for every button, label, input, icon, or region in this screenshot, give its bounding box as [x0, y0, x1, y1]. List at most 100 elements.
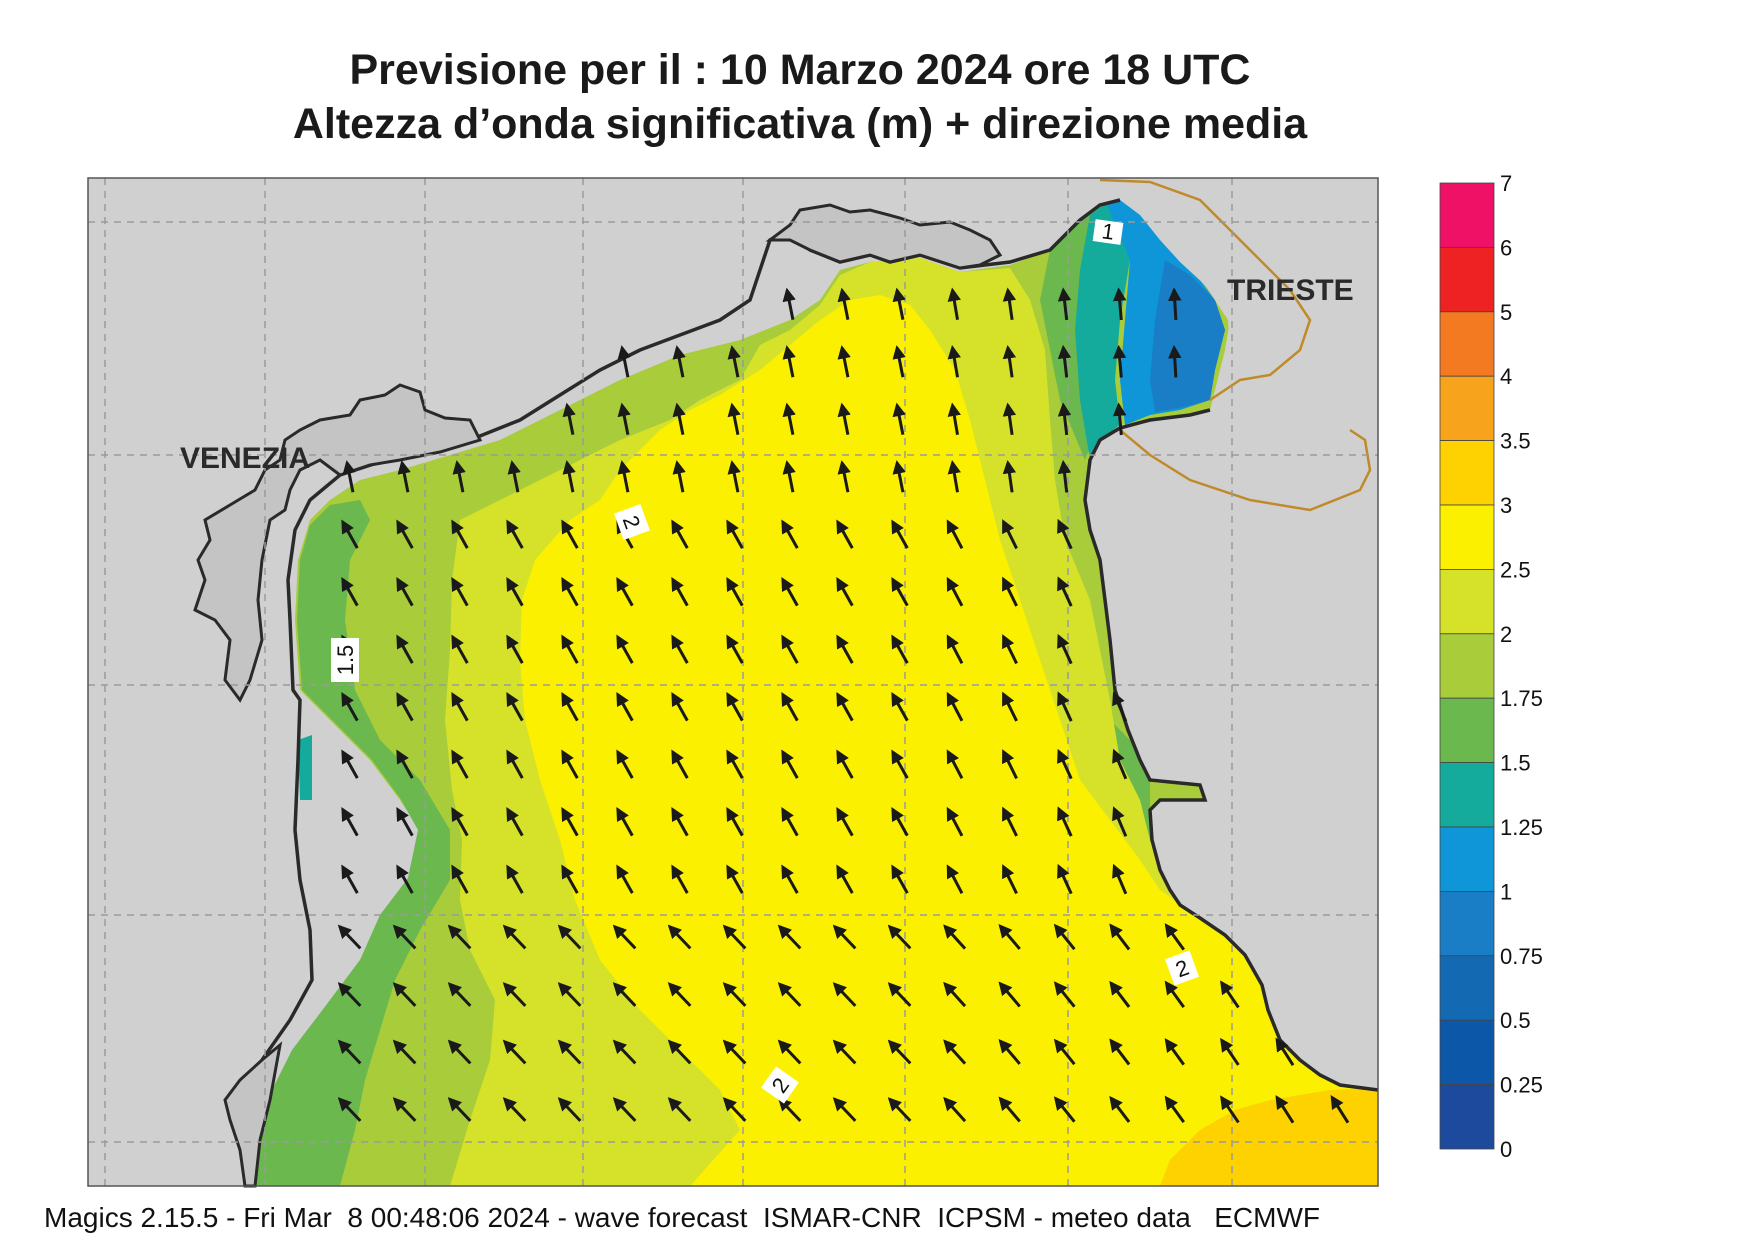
city-label-trieste: TRIESTE [1227, 274, 1354, 307]
wave-direction-arrow [836, 692, 854, 722]
wave-direction-arrow [832, 1097, 857, 1122]
wave-direction-arrow [781, 807, 799, 837]
legend-swatch [1439, 762, 1495, 828]
wave-direction-arrow [451, 634, 469, 664]
wave-direction-arrow [947, 287, 961, 321]
wave-direction-arrow [671, 807, 689, 837]
wave-direction-arrow [616, 577, 634, 607]
zone-1-25-east-coast [1110, 720, 1200, 915]
wave-direction-arrow [836, 519, 854, 549]
wave-direction-arrow [1053, 923, 1076, 951]
wave-direction-arrow [561, 749, 579, 779]
wave-direction-arrow [451, 749, 469, 779]
wave-direction-arrow [892, 345, 906, 378]
wave-direction-arrow [451, 519, 469, 549]
legend-swatch [1439, 891, 1495, 957]
wave-direction-arrow [506, 692, 524, 722]
wave-direction-arrow [727, 345, 741, 378]
wave-direction-arrow [1220, 1095, 1240, 1124]
wave-direction-arrow [891, 749, 909, 779]
wave-direction-arrow [1164, 980, 1185, 1009]
wave-direction-arrow [1057, 402, 1072, 436]
wave-direction-arrow [1057, 691, 1073, 722]
wave-direction-arrow [667, 982, 692, 1007]
wave-direction-arrow [781, 577, 799, 607]
wave-direction-arrow [617, 345, 631, 378]
wave-direction-arrow [1053, 981, 1076, 1008]
wave-direction-arrow [562, 402, 576, 436]
wave-direction-arrow [1109, 980, 1131, 1008]
wave-direction-arrow [1002, 287, 1017, 321]
wave-direction-arrow [337, 1039, 362, 1065]
wave-direction-arrow [506, 749, 524, 779]
wave-direction-arrow [782, 402, 796, 436]
wave-direction-arrow [891, 807, 909, 837]
wave-direction-arrow [726, 634, 744, 664]
wave-direction-arrow [502, 1097, 527, 1122]
wave-direction-arrow [671, 634, 689, 664]
wave-direction-arrow [887, 982, 912, 1007]
wave-direction-arrow [836, 864, 854, 894]
legend-swatch [1439, 1019, 1495, 1086]
wave-direction-arrow [947, 460, 961, 493]
wave-direction-arrow [1112, 863, 1128, 895]
wave-direction-arrow [672, 345, 686, 378]
wave-direction-arrow [671, 577, 689, 607]
wave-direction-arrow [1112, 748, 1128, 780]
legend-tick-label: 5 [1500, 300, 1512, 325]
wave-direction-arrow [1057, 863, 1073, 895]
wave-direction-arrow [561, 692, 579, 722]
wave-direction-arrow [947, 402, 961, 436]
wave-direction-arrow [837, 402, 851, 436]
wave-direction-arrow [947, 345, 961, 378]
wave-direction-arrow [998, 1039, 1021, 1065]
legend-tick-label: 0.75 [1500, 944, 1543, 969]
legend-swatch [1439, 440, 1495, 506]
wave-direction-arrow [1002, 344, 1017, 378]
wave-direction-arrow [396, 864, 414, 894]
wave-direction-arrow [1220, 980, 1240, 1009]
wave-direction-arrow [891, 519, 909, 549]
wave-direction-arrow [396, 519, 414, 549]
wave-direction-arrow [1275, 1037, 1295, 1066]
wave-direction-arrow [892, 287, 906, 321]
wave-direction-arrow [781, 519, 799, 549]
wave-direction-arrow [447, 982, 472, 1007]
wave-direction-arrow [1164, 1095, 1185, 1124]
wave-direction-arrow [722, 1039, 747, 1065]
wave-direction-arrow [667, 1097, 692, 1122]
wave-direction-arrow [1002, 459, 1017, 493]
wave-direction-arrow [557, 1097, 582, 1122]
wave-direction-arrows [337, 287, 1350, 1124]
wave-direction-arrow [392, 982, 417, 1007]
wave-direction-arrow [946, 519, 964, 549]
legend-tick-label: 7 [1500, 171, 1512, 196]
wave-direction-arrow [612, 924, 637, 950]
wave-direction-arrow [946, 634, 964, 664]
wave-direction-arrow [447, 1097, 472, 1122]
wave-direction-arrow [507, 460, 521, 493]
legend-swatch [1439, 697, 1495, 764]
legend-swatch [1439, 375, 1495, 442]
wave-direction-arrow [396, 577, 414, 607]
wave-direction-arrow [617, 402, 631, 436]
wave-direction-arrow [1002, 519, 1018, 550]
wave-direction-arrow [832, 924, 857, 950]
wave-direction-arrow [1109, 1038, 1131, 1066]
wave-direction-arrow [447, 924, 472, 950]
wave-direction-arrow [1164, 1038, 1185, 1066]
national-border [1099, 178, 1372, 512]
wave-direction-arrow [891, 692, 909, 722]
wave-direction-arrow [887, 1039, 912, 1065]
wave-direction-arrow [396, 692, 414, 722]
wave-direction-arrow [943, 1039, 967, 1065]
wave-direction-arrow [722, 924, 747, 950]
wave-direction-arrow [1057, 344, 1072, 378]
wave-direction-arrow [726, 749, 744, 779]
wave-direction-arrow [1330, 1095, 1350, 1124]
wave-direction-arrow [561, 519, 579, 549]
wave-direction-arrow [722, 982, 747, 1007]
wave-direction-arrow [781, 692, 799, 722]
wave-direction-arrow [946, 691, 964, 722]
